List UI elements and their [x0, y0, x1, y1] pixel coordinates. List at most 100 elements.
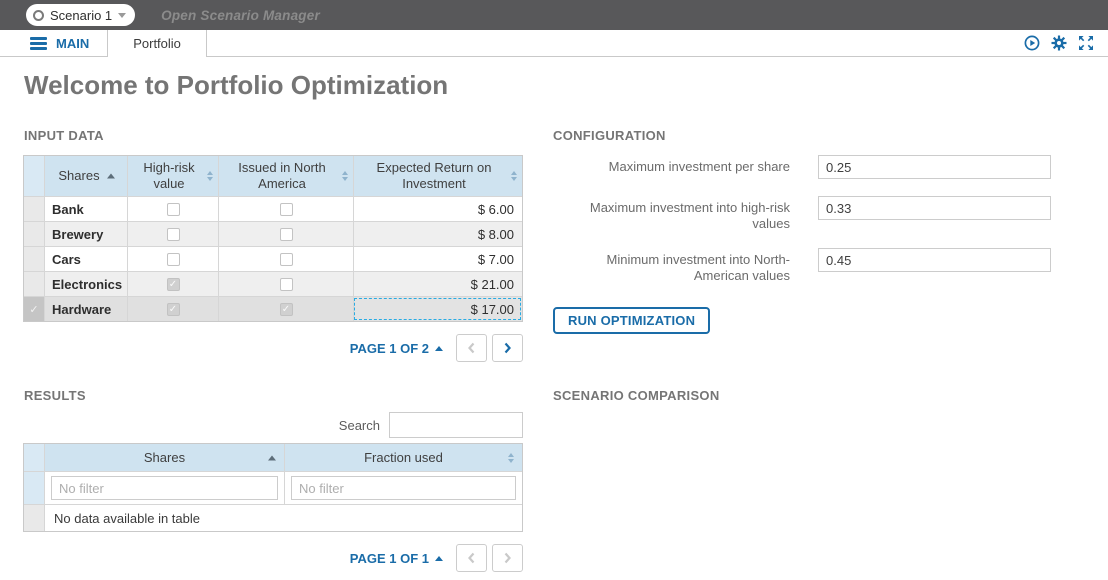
- tab-bar: MAIN Portfolio: [0, 30, 1108, 57]
- next-page-button[interactable]: [492, 334, 523, 362]
- empty-state-row: No data available in table: [24, 504, 522, 531]
- north-america-cell[interactable]: [218, 197, 353, 221]
- scenario-selector[interactable]: Scenario 1: [26, 4, 135, 26]
- checkbox-icon[interactable]: [167, 253, 180, 266]
- empty-state-message: No data available in table: [44, 505, 522, 531]
- share-name-cell[interactable]: Hardware: [44, 297, 127, 321]
- page-title: Welcome to Portfolio Optimization: [24, 70, 448, 101]
- fraction-filter-input[interactable]: [291, 476, 516, 500]
- share-name-cell[interactable]: Bank: [44, 197, 127, 221]
- run-optimization-button[interactable]: RUN OPTIMIZATION: [553, 307, 710, 334]
- min-investment-north-american-input[interactable]: [818, 248, 1051, 272]
- config-field-label: Maximum investment into high-risk values: [553, 196, 790, 232]
- column-header-fraction-used[interactable]: Fraction used: [284, 444, 522, 471]
- high-risk-cell[interactable]: [127, 197, 218, 221]
- config-field-row: Minimum investment into North-American v…: [553, 248, 1051, 284]
- config-field-label: Maximum investment per share: [553, 155, 790, 175]
- shares-filter-input[interactable]: [51, 476, 278, 500]
- checkbox-icon[interactable]: [280, 278, 293, 291]
- main-menu-label: MAIN: [56, 36, 89, 51]
- high-risk-cell[interactable]: [127, 297, 218, 321]
- header-gutter: [24, 156, 44, 196]
- max-investment-per-share-input[interactable]: [818, 155, 1051, 179]
- expected-return-cell[interactable]: $ 6.00: [353, 197, 522, 221]
- expected-return-cell[interactable]: $ 8.00: [353, 222, 522, 246]
- header-gutter: [24, 444, 44, 471]
- configuration-section-title: CONFIGURATION: [553, 128, 666, 143]
- checkbox-icon[interactable]: [280, 253, 293, 266]
- row-gutter: [24, 505, 44, 531]
- row-selector[interactable]: [24, 197, 44, 221]
- high-risk-cell[interactable]: [127, 222, 218, 246]
- open-scenario-manager-link[interactable]: Open Scenario Manager: [161, 8, 320, 23]
- play-circle-icon[interactable]: [1024, 35, 1040, 51]
- filter-gutter: [24, 472, 44, 504]
- column-header-north-america[interactable]: Issued in North America: [218, 156, 353, 196]
- checkbox-icon[interactable]: [280, 203, 293, 216]
- high-risk-cell[interactable]: [127, 272, 218, 296]
- search-label: Search: [339, 418, 380, 433]
- fraction-filter-cell: [284, 472, 522, 504]
- row-selector[interactable]: [24, 272, 44, 296]
- sort-icon: [508, 453, 514, 463]
- column-header-label: Shares: [144, 450, 185, 465]
- checkbox-icon[interactable]: [167, 203, 180, 216]
- sort-icon: [207, 171, 213, 181]
- column-header-label: High-risk value: [134, 160, 204, 191]
- prev-page-button[interactable]: [456, 334, 487, 362]
- page-indicator[interactable]: PAGE 1 OF 2: [350, 341, 443, 356]
- share-name-cell[interactable]: Cars: [44, 247, 127, 271]
- checkbox-icon[interactable]: [167, 278, 180, 291]
- page-indicator[interactable]: PAGE 1 OF 1: [350, 551, 443, 566]
- search-input[interactable]: [389, 412, 523, 438]
- shares-filter-cell: [44, 472, 284, 504]
- next-page-button[interactable]: [492, 544, 523, 572]
- row-selector[interactable]: [24, 247, 44, 271]
- checkbox-icon[interactable]: [280, 303, 293, 316]
- results-search-row: Search: [23, 412, 523, 438]
- column-header-shares[interactable]: Shares: [44, 444, 284, 471]
- results-table: Shares Fraction used No data available i…: [23, 443, 523, 532]
- expected-return-cell[interactable]: $ 17.00: [353, 297, 522, 321]
- checkbox-icon[interactable]: [167, 228, 180, 241]
- column-header-expected-return[interactable]: Expected Return on Investment: [353, 156, 522, 196]
- checkbox-icon[interactable]: [280, 228, 293, 241]
- share-name-cell[interactable]: Brewery: [44, 222, 127, 246]
- config-field-row: Maximum investment into high-risk values: [553, 196, 1051, 232]
- filter-row: [24, 471, 522, 504]
- share-name-cell[interactable]: Electronics: [44, 272, 127, 296]
- page-indicator-label: PAGE 1 OF 1: [350, 551, 429, 566]
- column-header-high-risk[interactable]: High-risk value: [127, 156, 218, 196]
- north-america-cell[interactable]: [218, 222, 353, 246]
- scenario-label: Scenario 1: [50, 8, 112, 23]
- sort-icon: [342, 171, 348, 181]
- table-row: Electronics $ 21.00: [24, 271, 522, 296]
- expected-return-cell[interactable]: $ 21.00: [353, 272, 522, 296]
- tab-portfolio[interactable]: Portfolio: [107, 30, 207, 57]
- table-row: Hardware $ 17.00: [24, 296, 522, 321]
- column-header-shares[interactable]: Shares: [44, 156, 127, 196]
- expected-return-cell[interactable]: $ 7.00: [353, 247, 522, 271]
- prev-page-button[interactable]: [456, 544, 487, 572]
- row-selector[interactable]: [24, 222, 44, 246]
- north-america-cell[interactable]: [218, 297, 353, 321]
- top-bar: Scenario 1 Open Scenario Manager: [0, 0, 1108, 30]
- column-header-label: Expected Return on Investment: [360, 160, 508, 191]
- main-menu-button[interactable]: MAIN: [0, 30, 107, 56]
- max-investment-high-risk-input[interactable]: [818, 196, 1051, 220]
- north-america-cell[interactable]: [218, 272, 353, 296]
- results-table-pagination: PAGE 1 OF 1: [23, 544, 523, 572]
- sort-icon: [511, 171, 517, 181]
- gear-icon[interactable]: [1051, 35, 1067, 51]
- checkbox-icon[interactable]: [167, 303, 180, 316]
- triangle-up-icon: [435, 556, 443, 561]
- row-selector[interactable]: [24, 297, 44, 321]
- caret-down-icon: [118, 13, 126, 18]
- table-header-row: Shares High-risk value Issued in North A…: [24, 156, 522, 196]
- column-header-label: Issued in North America: [225, 160, 339, 191]
- north-america-cell[interactable]: [218, 247, 353, 271]
- expand-icon[interactable]: [1078, 35, 1094, 51]
- column-header-label: Shares: [58, 168, 99, 184]
- scenario-status-icon: [33, 10, 44, 21]
- high-risk-cell[interactable]: [127, 247, 218, 271]
